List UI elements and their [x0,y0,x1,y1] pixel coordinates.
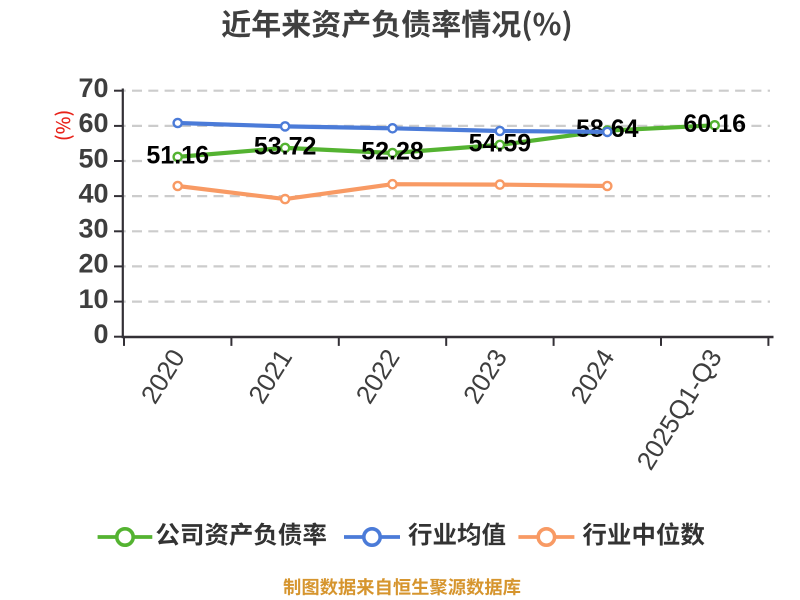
svg-text:50: 50 [78,143,108,173]
svg-text:0: 0 [93,319,108,349]
svg-text:51.16: 51.16 [146,142,209,170]
svg-text:30: 30 [78,214,108,244]
svg-text:40: 40 [78,178,108,208]
svg-text:70: 70 [78,73,108,103]
svg-text:10: 10 [78,284,108,314]
svg-text:60: 60 [78,108,108,138]
svg-text:20: 20 [78,249,108,279]
svg-text:52.28: 52.28 [361,138,424,166]
svg-text:60.16: 60.16 [683,110,746,138]
svg-text:53.72: 53.72 [254,133,317,161]
